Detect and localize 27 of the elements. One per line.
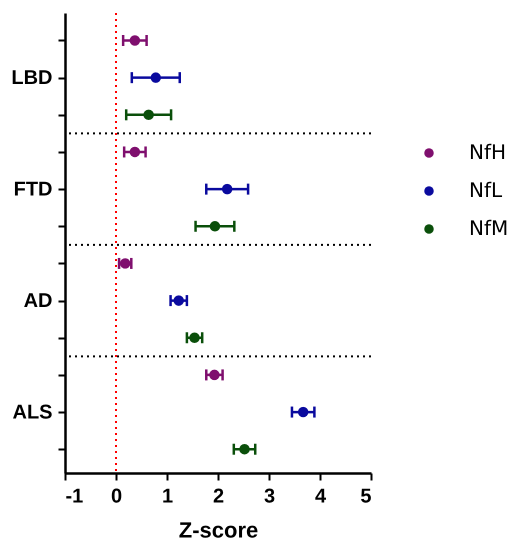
point (130, 146, 140, 158)
legend-label: NfH (469, 140, 506, 164)
y-tick-label: FTD (14, 178, 52, 201)
y-tick-label: ALS (12, 402, 52, 424)
x-tick-label: 1 (162, 486, 174, 508)
legend-label: NfL (469, 178, 503, 202)
y-tick-label: LBD (11, 67, 52, 90)
point (239, 444, 250, 454)
y-tick-label: AD (24, 290, 52, 312)
point (143, 110, 154, 120)
x-tick-label: 5 (360, 486, 372, 508)
point (222, 184, 232, 194)
legend-label: NfM (469, 216, 508, 240)
point (150, 72, 162, 83)
point (173, 295, 184, 306)
x-tick-label: 3 (264, 486, 276, 508)
point (298, 406, 308, 418)
x-axis-title: Z-score (178, 518, 258, 542)
point (120, 258, 130, 269)
point (210, 221, 220, 232)
x-tick-label: 4 (314, 486, 327, 508)
x-tick-label: 2 (212, 486, 224, 508)
point (209, 370, 220, 380)
point (189, 332, 200, 343)
x-tick-label: -1 (66, 486, 84, 508)
point (130, 35, 140, 46)
x-tick-label: 0 (110, 486, 122, 508)
